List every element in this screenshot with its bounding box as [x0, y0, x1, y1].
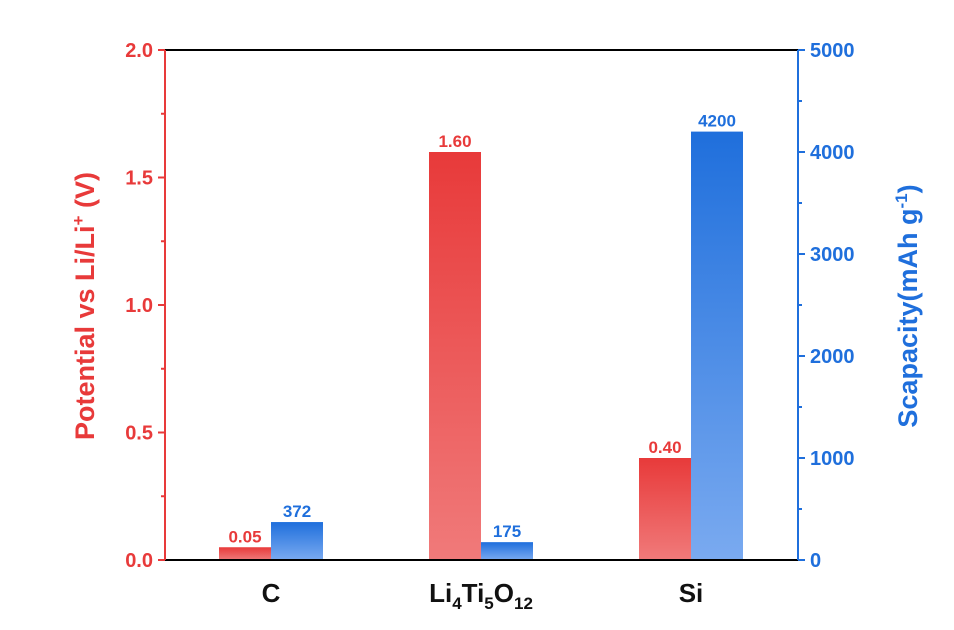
x-tick-label-li4ti5o12: Li4Ti5O12	[429, 578, 533, 613]
left-tick-label: 0.0	[125, 550, 153, 572]
data-labels-group: 0.05 1.60 0.40 372 175 4200	[228, 112, 735, 547]
data-label-potential-si: 0.40	[648, 438, 681, 457]
right-axis-title: Scapacity(mAh g-1)	[892, 184, 923, 427]
right-tick-label: 5000	[810, 40, 855, 62]
data-label-capacity-si: 4200	[698, 112, 736, 131]
left-axis-title: Potential vs Li/Li+ (V)	[69, 172, 100, 440]
plot-frame	[165, 49, 798, 561]
right-tick-label: 3000	[810, 244, 855, 266]
data-label-capacity-c: 372	[283, 502, 311, 521]
x-tick-label-si: Si	[679, 578, 704, 608]
bar-capacity-li4ti5o12	[481, 542, 533, 560]
right-tick-label: 4000	[810, 142, 855, 164]
bar-potential-li4ti5o12	[429, 152, 481, 560]
data-label-potential-c: 0.05	[228, 527, 261, 546]
left-tick-label: 1.0	[125, 295, 153, 317]
bar-capacity-c	[271, 522, 323, 560]
axis-titles: Potential vs Li/Li+ (V) Scapacity(mAh g-1…	[69, 172, 923, 440]
bar-capacity-si	[691, 131, 743, 560]
bar-potential-c	[219, 547, 271, 560]
right-tick-label: 2000	[810, 346, 855, 368]
right-tick-label: 1000	[810, 448, 855, 470]
right-axis: 0 1000 2000 3000 4000 5000	[797, 40, 855, 572]
bars-group	[219, 131, 743, 560]
bar-potential-si	[639, 458, 691, 560]
right-tick-label: 0	[810, 550, 821, 572]
x-tick-label-c: C	[262, 578, 281, 608]
left-tick-label: 1.5	[125, 168, 153, 190]
left-tick-label: 2.0	[125, 40, 153, 62]
left-axis: 0.0 0.5 1.0 1.5 2.0	[125, 40, 166, 572]
data-label-capacity-li4ti5o12: 175	[493, 522, 521, 541]
left-tick-label: 0.5	[125, 423, 153, 445]
data-label-potential-li4ti5o12: 1.60	[438, 132, 471, 151]
x-axis: C Li4Ti5O12 Si	[262, 578, 704, 613]
